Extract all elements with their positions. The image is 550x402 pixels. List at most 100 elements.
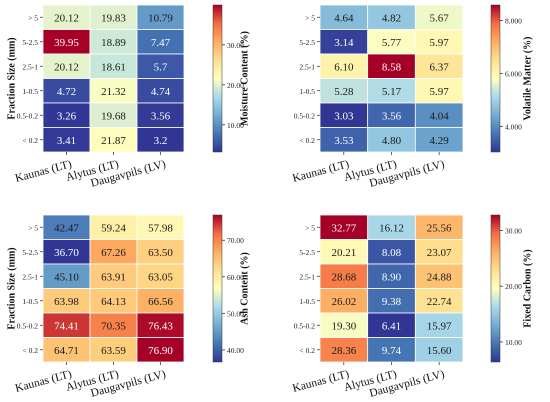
y-tick-label: < 0.2 [23,346,39,355]
heatmap-cell [42,312,91,338]
heatmap-cell [414,312,464,338]
cell-value-label: 74.41 [54,320,79,332]
colorbar [212,4,223,153]
cell-value-label: 6.37 [430,61,450,73]
colorbar-tick-label: 10.00 [505,338,522,347]
cell-value-label: 8.58 [382,61,402,73]
colorbar-tick-label: 60.00 [227,273,244,282]
cell-value-label: 5.7 [154,61,168,73]
heatmap-panel-1: 20.12 19.83 10.79 39.95 18.89 7.47 20.12 18.61 5… [6,4,250,190]
cell-value-label: 36.70 [54,247,79,259]
cell-value-label: 21.32 [101,86,126,98]
cell-value-label: 28.68 [331,271,356,283]
cell-value-label: 26.02 [331,296,356,308]
cell-value-label: 6.10 [334,61,354,73]
colorbar-label: Ash Content (%) [239,252,250,325]
heatmap-cell [414,288,464,314]
y-tick-label: 5-2.5 [299,38,315,47]
cell-value-label: 63.98 [54,296,79,308]
cell-value-label: 63.50 [148,247,173,259]
heatmap-cell [89,312,138,338]
y-tick-label: 0.5-0.2 [17,111,38,120]
cell-value-label: 3.56 [382,110,402,122]
heatmap-cell [414,78,464,104]
cell-value-label: 3.41 [57,135,76,147]
cell-value-label: 8.08 [382,247,402,259]
cell-value-label: 19.83 [101,12,126,24]
cell-value-label: 4.64 [334,12,354,24]
y-axis-label: Fraction Size (mm) [6,37,17,119]
cell-value-label: 3.26 [57,110,77,122]
heatmap-cell [89,127,138,153]
cell-value-label: 4.82 [382,12,401,24]
heatmap-cell [42,78,91,104]
heatmap-cell [89,263,138,289]
cell-value-label: 3.2 [154,135,168,147]
colorbar-tick-label: 30.00 [505,226,522,235]
y-tick-label: 0.5-0.2 [17,321,38,330]
cell-value-label: 19.30 [331,320,356,332]
cell-value-label: 32.77 [331,222,356,234]
heatmap-cell [136,288,185,314]
cell-value-label: 66.56 [148,296,173,308]
heatmap-cell [89,53,138,79]
colorbar [490,214,501,363]
cell-value-label: 63.91 [101,271,126,283]
heatmap-cell [136,239,185,265]
cell-value-label: 24.88 [427,271,452,283]
colorbar-label: Moisture Content (%) [239,31,250,126]
cell-value-label: 4.72 [57,86,76,98]
heatmap-panel-3: 42.47 59.24 57.98 36.70 67.26 63.50 45.10 63.91… [6,214,250,400]
colorbar-label: Volatile Matter (%) [522,37,533,121]
cell-value-label: 23.07 [427,247,452,259]
colorbar-tick-label: 4.000 [505,122,522,131]
heatmap-cell [319,239,369,265]
heatmap-cell [319,29,369,55]
y-tick-label: 1-0.5 [22,297,38,306]
heatmap-cell [136,312,185,338]
y-tick-label: 1-0.5 [299,87,315,96]
cell-value-label: 5.77 [382,37,402,49]
heatmap-cell [414,337,464,363]
cell-value-label: 7.47 [151,37,171,49]
cell-value-label: 5.28 [334,86,354,98]
heatmap-panel-2: 4.64 4.82 5.67 3.14 5.77 5.97 6.10 8.58 6.37 5.28… [291,4,533,190]
heatmap-cell [89,337,138,363]
y-tick-label: 1-0.5 [22,87,38,96]
cell-value-label: 63.05 [148,271,173,283]
colorbar-tick-label: 40.00 [227,346,244,355]
cell-value-label: 64.71 [54,345,79,357]
heatmap-cell [319,263,369,289]
heatmap-cell [319,337,369,363]
heatmap-cell [136,263,185,289]
y-tick-label: > 5 [305,13,315,22]
heatmap-cell [367,78,416,104]
cell-value-label: 4.74 [151,86,171,98]
colorbar-tick-label: 6.000 [505,69,522,78]
cell-value-label: 4.80 [382,135,402,147]
y-tick-label: 5-2.5 [299,248,315,257]
heatmap-cell [414,102,464,128]
y-tick-label: < 0.2 [300,136,316,145]
y-tick-label: 2.5-1 [299,272,315,281]
cell-value-label: 20.12 [54,12,79,24]
heatmap-cell [414,263,464,289]
cell-value-label: 42.47 [54,222,79,234]
cell-value-label: 3.03 [334,110,354,122]
colorbar-tick-label: 70.00 [227,236,244,245]
heatmap-panel-4: 32.77 16.12 25.56 20.21 8.08 23.07 28.68 8.90 24… [291,214,533,400]
heatmap-cell [319,214,369,240]
cell-value-label: 3.14 [334,37,354,49]
cell-value-label: 4.04 [430,110,450,122]
cell-value-label: 70.35 [101,320,126,332]
cell-value-label: 9.74 [382,345,402,357]
y-tick-label: 2.5-1 [22,272,38,281]
colorbar-tick-label: 20.00 [505,282,522,291]
heatmap-cell [367,239,416,265]
y-tick-label: 5-2.5 [22,38,38,47]
y-tick-label: 2.5-1 [22,62,38,71]
heatmap-cell [319,102,369,128]
heatmap-cell [89,4,138,30]
cell-value-label: 5.97 [430,86,450,98]
